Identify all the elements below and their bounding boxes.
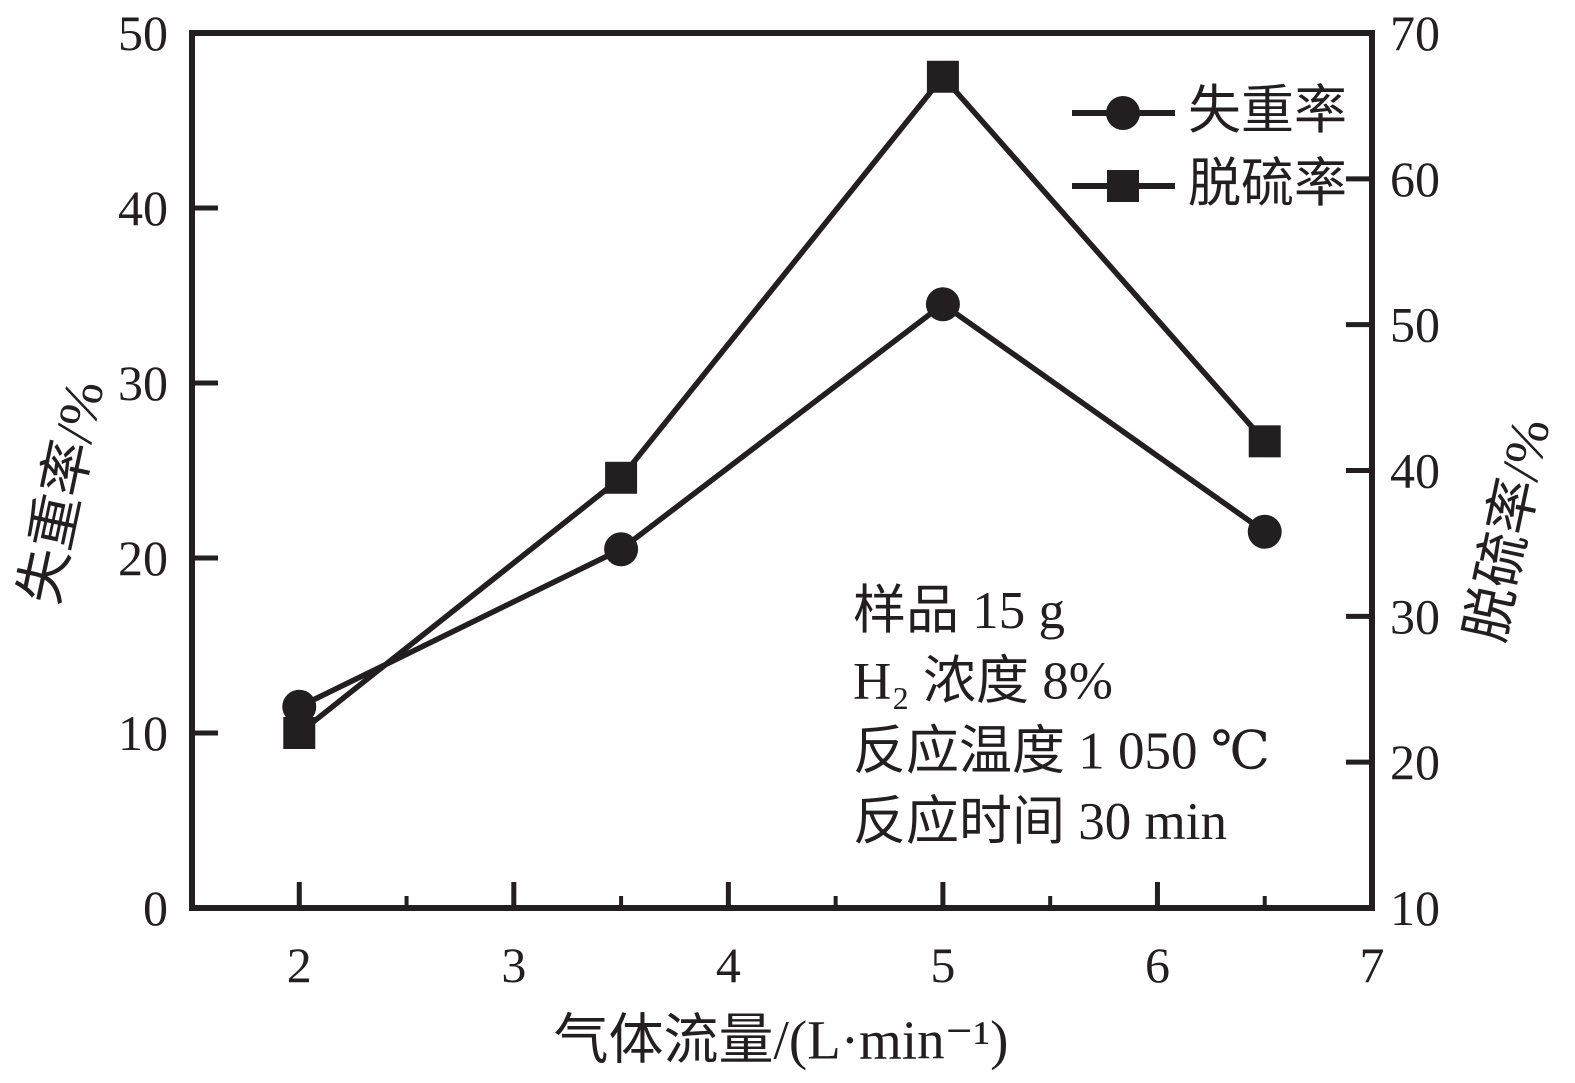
left-axis-label: 失重率/% xyxy=(9,375,116,609)
annotation-line: 反应时间 30 min xyxy=(853,793,1227,851)
annotation-line: 反应温度 1 050 ℃ xyxy=(853,723,1270,781)
left-tick-label: 40 xyxy=(118,180,168,236)
legend-entry-desulfurization: 脱硫率 xyxy=(1072,155,1347,213)
left-tick-label: 10 xyxy=(118,705,168,761)
left-tick-label: 30 xyxy=(118,355,168,411)
right-tick-label: 10 xyxy=(1390,880,1440,936)
right-tick-label: 70 xyxy=(1390,5,1440,61)
axis-ticks xyxy=(192,30,1375,911)
annotation-block: 样品 15 g H₂ 浓度 8% 反应温度 1 050 ℃ 反应时间 30 min xyxy=(853,582,1270,851)
x-tick-label: 4 xyxy=(716,937,741,993)
x-tick-label: 5 xyxy=(930,937,955,993)
annotation-line: 样品 15 g xyxy=(853,582,1065,640)
legend-label: 失重率 xyxy=(1188,82,1347,140)
series-line xyxy=(298,300,1267,710)
annotation-line: H₂ 浓度 8% xyxy=(853,652,1113,710)
right-tick-label: 30 xyxy=(1390,588,1440,644)
legend-circle-marker xyxy=(1106,96,1140,130)
square-marker xyxy=(605,461,638,494)
series-weight-loss xyxy=(282,287,1282,724)
left-tick-label: 50 xyxy=(118,5,168,61)
x-tick-label: 2 xyxy=(287,937,312,993)
x-tick-label: 3 xyxy=(501,937,526,993)
legend-square-marker xyxy=(1107,170,1139,202)
tick-labels: 0 10 20 30 40 50 10 20 30 40 50 60 70 2 3 4 5 6 7 xyxy=(118,5,1440,993)
right-tick-label: 50 xyxy=(1390,297,1440,353)
axis-labels: 气体流量/(L·min⁻¹) 失重率/% 脱硫率/% xyxy=(9,375,1562,1070)
right-tick-label: 20 xyxy=(1390,734,1440,790)
right-tick-label: 40 xyxy=(1390,443,1440,499)
x-axis-label: 气体流量/(L·min⁻¹) xyxy=(554,1010,1009,1071)
circle-marker xyxy=(282,689,317,724)
circle-marker xyxy=(925,287,960,322)
series-desulfurization xyxy=(283,60,1281,749)
circle-marker xyxy=(1247,514,1282,549)
circle-marker xyxy=(604,532,639,567)
data-series xyxy=(282,60,1282,749)
x-tick-label: 7 xyxy=(1360,937,1385,993)
legend-entry-weight-loss: 失重率 xyxy=(1072,82,1347,140)
legend-label: 脱硫率 xyxy=(1188,155,1347,213)
right-axis-label: 脱硫率/% xyxy=(1455,413,1562,647)
square-marker xyxy=(283,717,316,749)
series-line xyxy=(297,72,1267,736)
square-marker xyxy=(926,60,959,93)
right-tick-label: 60 xyxy=(1390,151,1440,207)
x-tick-label: 6 xyxy=(1145,937,1170,993)
left-tick-label: 0 xyxy=(143,880,168,936)
square-marker xyxy=(1248,425,1281,458)
left-tick-label: 20 xyxy=(118,530,168,586)
